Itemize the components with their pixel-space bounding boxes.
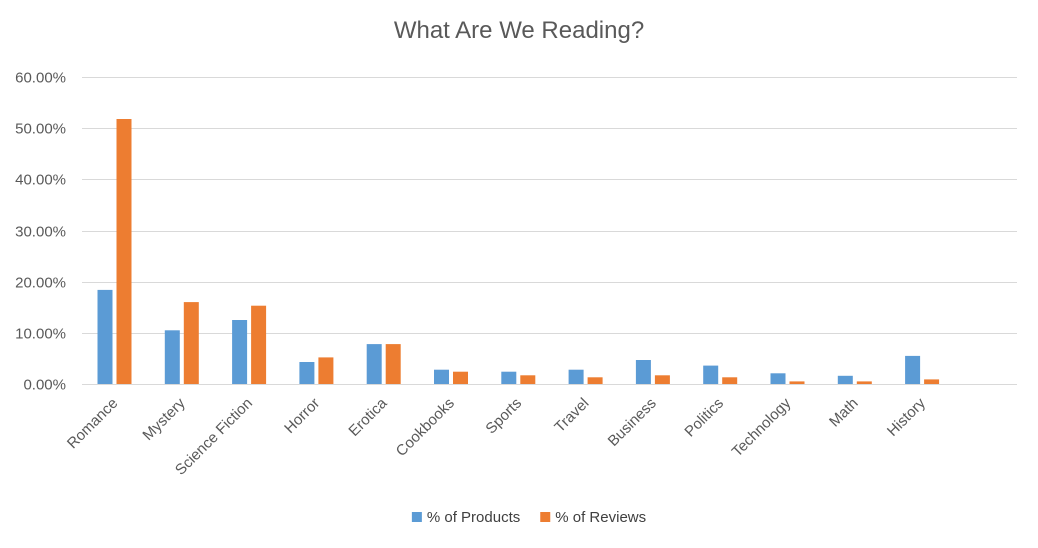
- y-tick-label: 0.00%: [23, 377, 66, 394]
- bar-reviews-romance: [116, 119, 132, 384]
- bar-reviews-science-fiction: [251, 305, 267, 384]
- gridlines: [82, 77, 1017, 385]
- bar-products-politics: [703, 365, 719, 384]
- legend-swatch-reviews: [540, 512, 551, 522]
- bar-products-horror: [299, 362, 315, 384]
- bar-reviews-horror: [318, 357, 334, 384]
- bar-products-romance: [97, 289, 113, 384]
- y-axis-ticks: 0.00% 10.00% 20.00% 30.00% 40.00% 50.00% 60.00…: [15, 70, 66, 394]
- bar-products-cookbooks: [434, 369, 449, 384]
- bar-reviews-erotica: [385, 344, 401, 384]
- y-tick-label: 10.00%: [15, 326, 66, 343]
- bar-reviews-math: [856, 381, 872, 384]
- y-tick-label: 50.00%: [15, 121, 66, 138]
- x-category-label: Politics: [681, 395, 727, 441]
- bar-reviews-mystery: [183, 302, 199, 384]
- bar-products-science-fiction: [232, 320, 248, 384]
- chart-title: What Are We Reading?: [394, 17, 644, 44]
- bar-reviews-cookbooks: [453, 371, 468, 384]
- bar-reviews-politics: [722, 377, 738, 384]
- bar-reviews-technology: [789, 381, 805, 384]
- y-tick-label: 60.00%: [15, 70, 66, 87]
- bars: [97, 119, 940, 384]
- legend-label-reviews: % of Reviews: [555, 509, 646, 526]
- bar-products-history: [905, 355, 921, 384]
- legend-label-products: % of Products: [427, 509, 520, 526]
- bar-products-sports: [501, 371, 517, 384]
- bar-reviews-history: [924, 379, 940, 384]
- y-tick-label: 40.00%: [15, 172, 66, 189]
- legend: % of Products % of Reviews: [411, 509, 646, 526]
- x-category-label: Business: [605, 395, 660, 450]
- y-tick-label: 30.00%: [15, 224, 66, 241]
- bar-reviews-sports: [520, 375, 536, 384]
- bar-reviews-travel: [587, 377, 603, 384]
- bar-products-erotica: [366, 344, 382, 384]
- x-category-label: Cookbooks: [393, 395, 458, 460]
- bar-products-technology: [770, 373, 786, 384]
- legend-swatch-products: [411, 512, 422, 522]
- bar-products-business: [635, 360, 651, 384]
- x-category-label: Sports: [482, 395, 525, 438]
- x-category-label: Erotica: [345, 394, 390, 439]
- bar-reviews-business: [654, 375, 670, 384]
- x-category-label: Horror: [281, 395, 323, 437]
- x-category-label: Math: [826, 395, 862, 431]
- bar-products-mystery: [164, 330, 180, 384]
- bar-products-travel: [568, 369, 584, 384]
- x-category-label: History: [884, 394, 929, 439]
- y-tick-label: 20.00%: [15, 275, 66, 292]
- bar-products-math: [837, 375, 853, 384]
- x-category-label: Technology: [729, 394, 795, 460]
- x-category-label: Romance: [64, 395, 121, 452]
- x-category-label: Travel: [551, 395, 592, 436]
- x-category-label: Mystery: [139, 394, 188, 443]
